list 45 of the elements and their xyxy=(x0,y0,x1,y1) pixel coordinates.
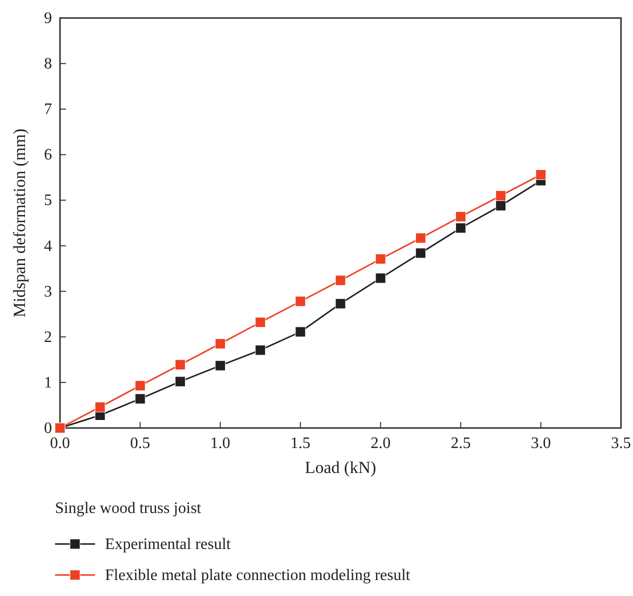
point xyxy=(455,222,466,234)
y-tick-label: 8 xyxy=(44,56,52,73)
point xyxy=(295,326,306,338)
x-tick-label: 1.5 xyxy=(290,435,310,452)
point xyxy=(134,394,146,404)
point xyxy=(134,380,146,391)
point xyxy=(94,402,106,412)
x-tick-label: 0.5 xyxy=(130,435,150,452)
point xyxy=(174,359,186,370)
x-tick-label: 2.5 xyxy=(450,435,471,452)
point xyxy=(536,169,546,180)
point xyxy=(335,275,346,286)
point xyxy=(496,200,506,211)
x-tick-label: 2.0 xyxy=(370,435,391,452)
point xyxy=(415,232,426,244)
point xyxy=(255,344,266,356)
y-tick-label: 4 xyxy=(44,238,52,255)
point xyxy=(215,360,226,371)
x-tick-label: 1.0 xyxy=(210,435,230,452)
legend-label: Flexible metal plate connection modeling result xyxy=(105,567,411,584)
point xyxy=(174,376,186,387)
point xyxy=(375,254,386,264)
y-tick-label: 0 xyxy=(44,420,52,437)
y-tick-label: 5 xyxy=(44,192,52,210)
y-tick-label: 3 xyxy=(44,283,52,300)
point xyxy=(415,248,426,258)
x-tick-label: 3.5 xyxy=(611,435,631,452)
y-tick-label: 9 xyxy=(44,10,52,27)
legend-label: Experimental result xyxy=(105,536,232,553)
y-tick-label: 1 xyxy=(44,374,52,392)
point xyxy=(375,272,386,284)
point xyxy=(295,296,306,307)
point xyxy=(255,317,266,328)
point xyxy=(496,190,506,201)
x-tick-label: 0.0 xyxy=(50,435,70,452)
point xyxy=(335,298,346,309)
y-tick-label: 6 xyxy=(44,146,52,164)
y-tick-label: 2 xyxy=(44,328,52,346)
point xyxy=(455,211,466,222)
point xyxy=(215,338,226,349)
y-tick-label: 7 xyxy=(44,101,52,118)
y-axis-title: Midspan deformation (mm) xyxy=(10,128,29,318)
x-tick-label: 3.0 xyxy=(530,435,551,452)
x-axis-title: Load (kN) xyxy=(304,458,376,477)
legend-title: Single wood truss joist xyxy=(55,500,202,517)
